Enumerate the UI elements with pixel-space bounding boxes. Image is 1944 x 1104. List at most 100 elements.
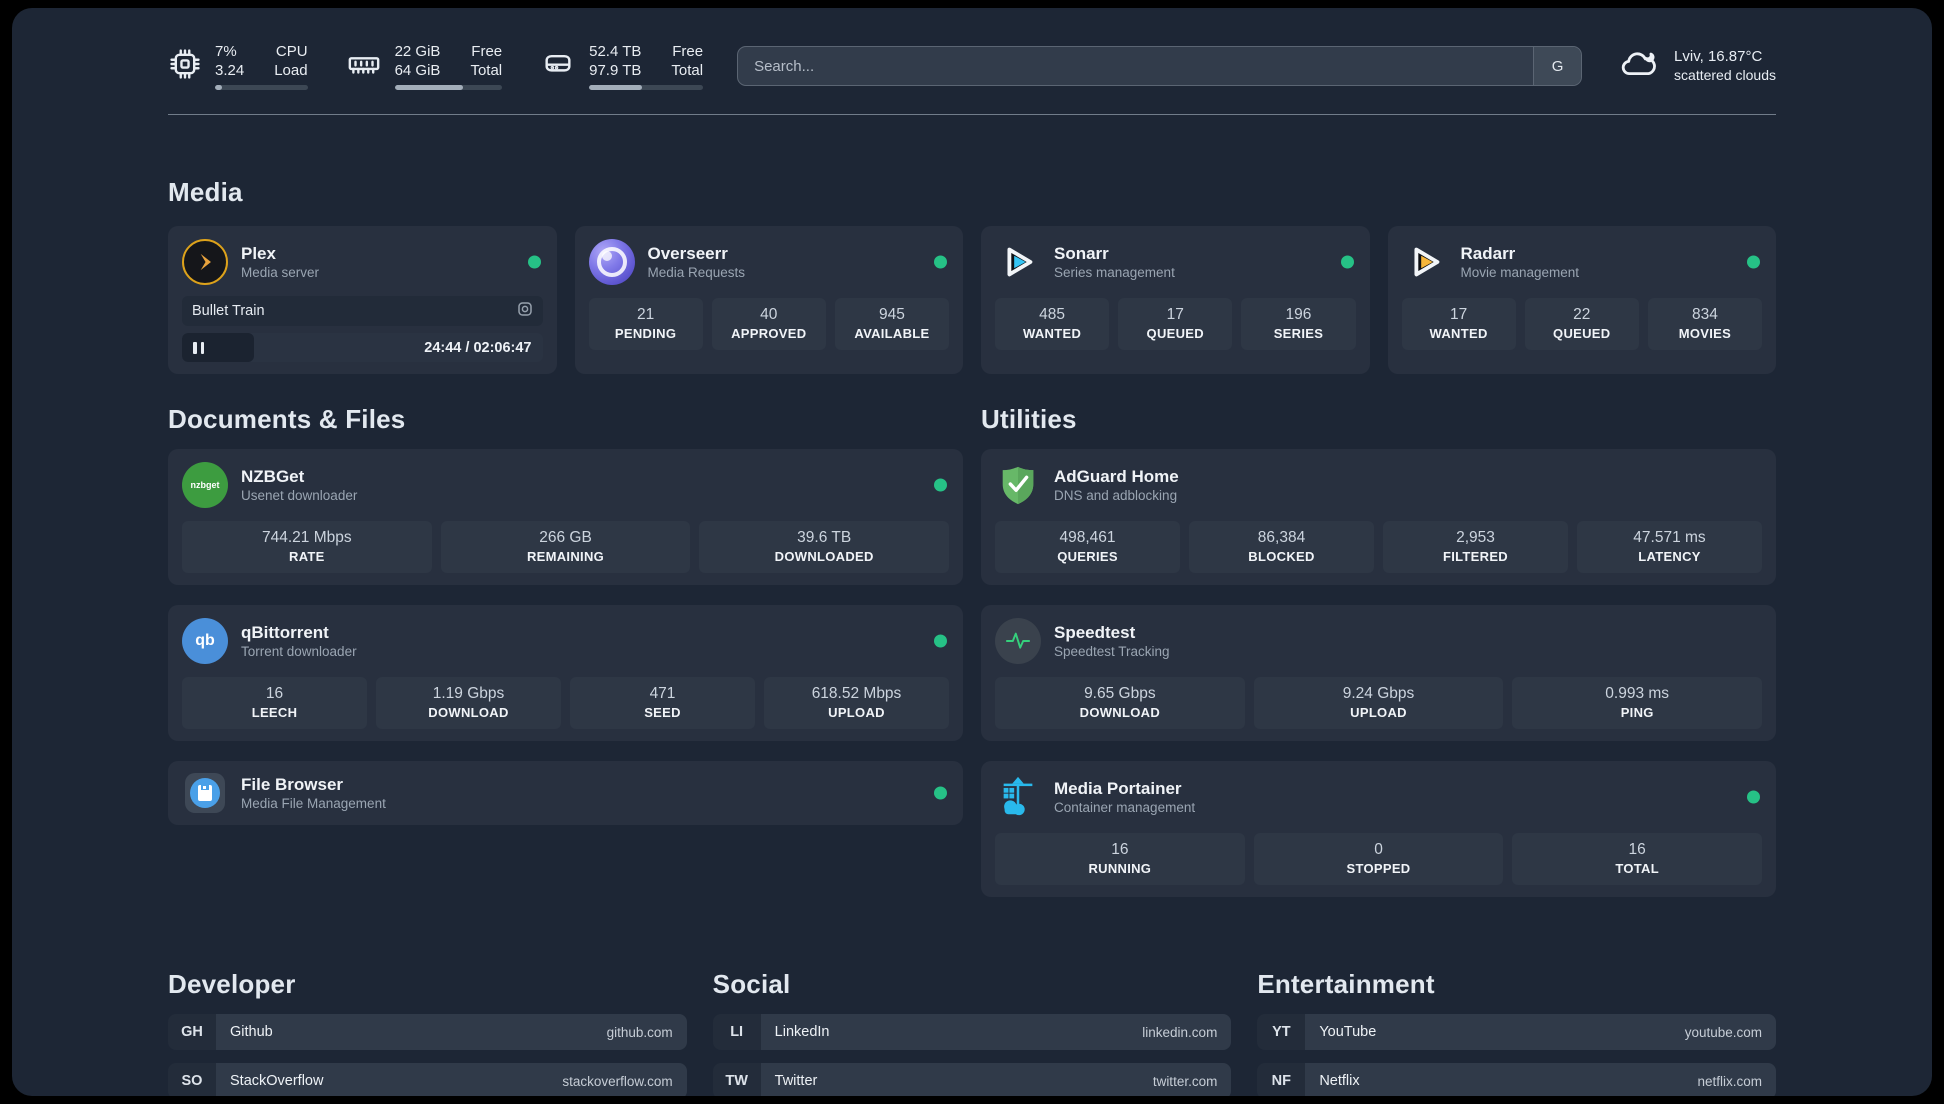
- weather-condition: scattered clouds: [1674, 67, 1776, 83]
- app-name: AdGuard Home: [1054, 466, 1179, 486]
- app-name: Plex: [241, 243, 276, 263]
- utilities-section: Utilities AdGuard Home: [981, 404, 1776, 917]
- filebrowser-card[interactable]: File Browser Media File Management: [168, 761, 963, 825]
- app-description: Container management: [1054, 799, 1196, 815]
- link-name: StackOverflow: [230, 1073, 324, 1089]
- stat-box: 16 LEECH: [182, 677, 367, 729]
- memory-total-label: Total: [470, 62, 503, 79]
- adguard-card[interactable]: AdGuard Home DNS and adblocking 498,461 Q…: [981, 449, 1776, 585]
- app-name: qBittorrent: [241, 622, 329, 642]
- memory-stat: 22 GiB 64 GiB Free Total: [346, 42, 503, 90]
- memory-free-label: Free: [471, 43, 503, 60]
- now-playing-title: Bullet Train: [192, 303, 265, 319]
- link-tag: TW: [712, 1063, 761, 1096]
- search-engine-button[interactable]: G: [1533, 47, 1582, 85]
- stat-box: 40 APPROVED: [711, 298, 826, 350]
- weather-widget[interactable]: Lviv, 16.87°C scattered clouds: [1616, 43, 1776, 90]
- overseerr-card[interactable]: Overseerr Media Requests 21 PENDING 40 APP…: [574, 226, 963, 374]
- link-name: Netflix: [1319, 1073, 1360, 1089]
- nzbget-icon: nzbget: [182, 462, 228, 508]
- stat-box: 744.21 Mbps RATE: [182, 521, 432, 573]
- app-name: Speedtest: [1054, 622, 1136, 642]
- cpu-percent: 7%: [215, 43, 237, 60]
- pause-icon[interactable]: [193, 341, 204, 354]
- storage-icon: [540, 47, 576, 86]
- status-indicator: [934, 786, 947, 800]
- stat-box: 0 STOPPED: [1253, 833, 1504, 885]
- social-section-title: Social: [712, 969, 791, 999]
- search-input[interactable]: [738, 47, 1534, 85]
- status-indicator: [934, 255, 947, 269]
- plex-card[interactable]: Plex Media server Bullet Train: [168, 226, 557, 374]
- dashboard-panel: 7% 3.24 CPU Load: [12, 8, 1932, 1096]
- link-linkedin[interactable]: LI LinkedIn linkedin.com: [712, 1014, 1232, 1050]
- cpu-load-label: Load: [274, 62, 308, 79]
- now-playing-options-icon[interactable]: [517, 301, 533, 322]
- speedtest-card[interactable]: Speedtest Speedtest Tracking 9.65 Gbps DO…: [981, 605, 1776, 741]
- stat-box: 485 WANTED: [995, 298, 1110, 350]
- memory-free-value: 22 GiB: [394, 43, 441, 60]
- stat-box: 1.19 Gbps DOWNLOAD: [376, 677, 561, 729]
- stat-box: 2,953 FILTERED: [1383, 521, 1568, 573]
- header-divider: [168, 114, 1776, 115]
- memory-progress-bar: [394, 85, 503, 90]
- search-engine-label: G: [1551, 57, 1564, 75]
- stat-box: 471 SEED: [570, 677, 755, 729]
- stat-box: 16 RUNNING: [995, 833, 1245, 885]
- entertainment-section-title: Entertainment: [1257, 969, 1435, 999]
- stat-box: 39.6 TB DOWNLOADED: [699, 521, 950, 573]
- app-description: Series management: [1054, 264, 1175, 280]
- radarr-card[interactable]: Radarr Movie management 17 WANTED 22 QUEUE…: [1387, 226, 1776, 374]
- status-indicator: [1747, 255, 1760, 269]
- portainer-icon: [995, 774, 1041, 820]
- storage-free-label: Free: [672, 43, 704, 60]
- portainer-card[interactable]: Media Portainer Container management 16 R…: [981, 761, 1776, 897]
- link-name: YouTube: [1319, 1024, 1377, 1040]
- app-name: File Browser: [241, 774, 344, 794]
- memory-total-value: 64 GiB: [394, 62, 441, 79]
- nzbget-card[interactable]: nzbget NZBGet Usenet downloader 744.21 M…: [168, 449, 963, 585]
- stat-box: 9.65 Gbps DOWNLOAD: [995, 677, 1245, 729]
- entertainment-section: Entertainment YT YouTube youtube.com NF …: [1257, 969, 1776, 1096]
- link-tag: YT: [1257, 1014, 1306, 1050]
- storage-stat: 52.4 TB 97.9 TB Free Total: [540, 42, 704, 90]
- cpu-label: CPU: [275, 43, 308, 60]
- link-stackoverflow[interactable]: SO StackOverflow stackoverflow.com: [168, 1063, 687, 1096]
- link-name: Twitter: [774, 1073, 818, 1089]
- cpu-icon: [168, 47, 202, 86]
- system-stats: 7% 3.24 CPU Load: [168, 42, 704, 90]
- qbittorrent-icon: qb: [182, 618, 228, 664]
- weather-location-temp: Lviv, 16.87°C: [1674, 48, 1763, 65]
- developer-section: Developer GH Github github.com SO StackO…: [168, 969, 687, 1096]
- utilities-section-title: Utilities: [981, 404, 1077, 434]
- link-url: github.com: [606, 1024, 673, 1040]
- now-playing-progress-bar[interactable]: 24:44 / 02:06:47: [182, 333, 543, 362]
- plex-icon: [182, 239, 228, 285]
- link-tag: SO: [168, 1063, 216, 1096]
- stat-box: 9.24 Gbps UPLOAD: [1253, 677, 1504, 729]
- top-bar: 7% 3.24 CPU Load: [168, 38, 1776, 94]
- media-section-title: Media: [168, 177, 243, 207]
- status-indicator: [1340, 255, 1354, 269]
- sonarr-card[interactable]: Sonarr Series management 485 WANTED 17 QUE…: [981, 226, 1370, 374]
- app-description: Media Requests: [647, 264, 746, 280]
- status-indicator: [934, 478, 947, 492]
- link-url: twitter.com: [1152, 1073, 1218, 1089]
- storage-total-label: Total: [671, 62, 704, 79]
- link-netflix[interactable]: NF Netflix netflix.com: [1257, 1063, 1776, 1096]
- plex-now-playing: Bullet Train 24:44 / 02:06:47: [182, 296, 543, 362]
- link-github[interactable]: GH Github github.com: [168, 1014, 687, 1050]
- stat-box: 498,461 QUERIES: [995, 521, 1180, 573]
- app-description: Torrent downloader: [241, 643, 357, 659]
- qbittorrent-card[interactable]: qb qBittorrent Torrent downloader 16 LEEC…: [168, 605, 963, 741]
- app-name: Media Portainer: [1054, 778, 1182, 798]
- app-description: DNS and adblocking: [1054, 487, 1178, 503]
- link-name: LinkedIn: [774, 1024, 830, 1040]
- link-tag: GH: [168, 1014, 216, 1050]
- cloud-icon: [1616, 43, 1662, 90]
- link-twitter[interactable]: TW Twitter twitter.com: [712, 1063, 1232, 1096]
- media-section: Media Plex Media server: [168, 177, 1776, 374]
- radarr-icon: [1402, 239, 1448, 285]
- stat-box: 86,384 BLOCKED: [1189, 521, 1374, 573]
- link-youtube[interactable]: YT YouTube youtube.com: [1257, 1014, 1776, 1050]
